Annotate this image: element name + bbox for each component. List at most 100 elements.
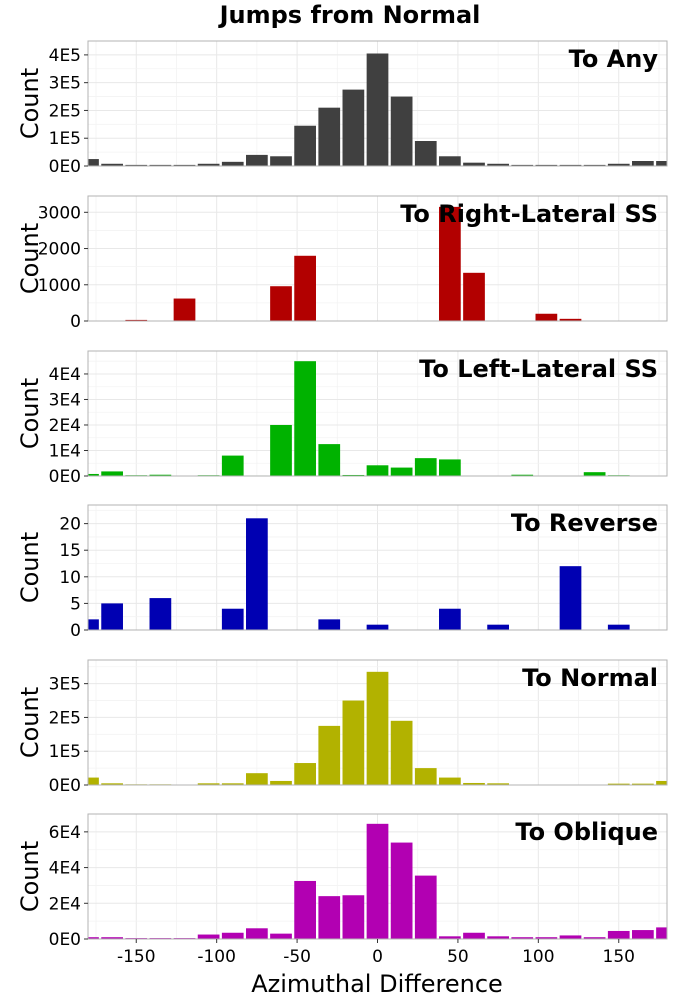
- panel-4: 0 5 10 15 20 Count To Reverse: [16, 504, 668, 641]
- bar: [390, 842, 413, 939]
- y-tick-label: 6E4: [49, 823, 81, 843]
- bar: [463, 272, 485, 321]
- y-axis-title: Count: [16, 841, 44, 912]
- bar: [439, 936, 461, 939]
- bar: [221, 608, 244, 630]
- bar: [88, 159, 99, 166]
- y-tick-label: 2000: [38, 240, 81, 260]
- bar: [439, 156, 461, 166]
- bar: [487, 936, 509, 939]
- y-axis-title: Count: [16, 687, 44, 758]
- bar: [656, 780, 667, 785]
- panel-label: To Normal: [522, 664, 658, 692]
- bar: [173, 164, 196, 166]
- bar: [318, 896, 341, 939]
- bar: [197, 934, 220, 939]
- bar: [197, 163, 220, 166]
- bar: [270, 780, 292, 785]
- bar: [535, 164, 558, 166]
- bar: [88, 937, 99, 939]
- bar: [656, 161, 667, 166]
- y-tick-label: 0E0: [49, 467, 81, 487]
- bar: [342, 89, 365, 166]
- bar: [632, 161, 654, 166]
- bar: [390, 467, 413, 476]
- bar: [439, 459, 461, 476]
- bar: [221, 161, 244, 166]
- bar: [607, 783, 630, 785]
- y-tick-label: 1E4: [49, 441, 81, 461]
- bar: [221, 932, 244, 939]
- y-tick-label: 3E4: [49, 390, 81, 410]
- y-tick-label: 2E5: [49, 708, 81, 728]
- x-tick-label: -150: [117, 947, 156, 967]
- bar: [101, 603, 123, 630]
- bar: [414, 875, 437, 939]
- y-tick-label: 0: [70, 621, 81, 641]
- bar: [487, 163, 509, 166]
- bar: [414, 768, 437, 785]
- bar: [583, 164, 606, 166]
- bar: [463, 932, 485, 939]
- bar: [221, 783, 244, 785]
- bar: [414, 458, 437, 476]
- bar: [439, 608, 461, 630]
- y-tick-label: 4E4: [49, 365, 81, 385]
- bar: [511, 474, 534, 476]
- y-tick-label: 4E5: [49, 46, 81, 66]
- y-tick-label: 2E5: [49, 101, 81, 121]
- figure-title: Jumps from Normal: [218, 1, 481, 29]
- y-tick-label: 5: [70, 594, 81, 614]
- bar: [414, 141, 437, 166]
- bar: [294, 125, 316, 166]
- bar: [656, 927, 667, 939]
- bar: [270, 424, 292, 476]
- panel-border: [87, 40, 668, 167]
- bar: [246, 154, 268, 166]
- bar: [294, 361, 316, 476]
- y-tick-label: 0: [70, 312, 81, 332]
- bar: [366, 53, 389, 166]
- y-tick-label: 3000: [38, 203, 81, 223]
- bar: [559, 318, 582, 321]
- panel-border: [87, 504, 668, 631]
- bar: [463, 782, 485, 785]
- bar: [221, 455, 244, 476]
- x-tick-label: 150: [603, 947, 635, 967]
- bar: [607, 624, 630, 630]
- bar: [366, 823, 389, 939]
- panel-label: To Left-Lateral SS: [419, 355, 658, 383]
- panel-border: [87, 350, 668, 477]
- bar: [318, 725, 341, 785]
- bar: [511, 937, 534, 939]
- y-axis-title: Count: [16, 532, 44, 603]
- x-tick-label: 100: [522, 947, 554, 967]
- bar: [390, 96, 413, 166]
- bar: [149, 598, 172, 630]
- bar: [318, 619, 341, 630]
- bar: [101, 937, 123, 939]
- bar: [607, 930, 630, 939]
- y-tick-label: 0E0: [49, 776, 81, 796]
- bar: [173, 298, 196, 321]
- bar: [342, 474, 365, 476]
- bar: [366, 671, 389, 785]
- bar: [88, 777, 99, 785]
- bar: [294, 880, 316, 939]
- bar: [270, 286, 292, 321]
- bar: [366, 624, 389, 630]
- bar: [246, 518, 268, 630]
- panel-label: To Any: [569, 45, 659, 73]
- bar: [607, 163, 630, 166]
- bar: [463, 162, 485, 166]
- bar: [583, 472, 606, 476]
- panel-border: [87, 195, 668, 322]
- y-tick-label: 1000: [38, 276, 81, 296]
- bar: [487, 783, 509, 785]
